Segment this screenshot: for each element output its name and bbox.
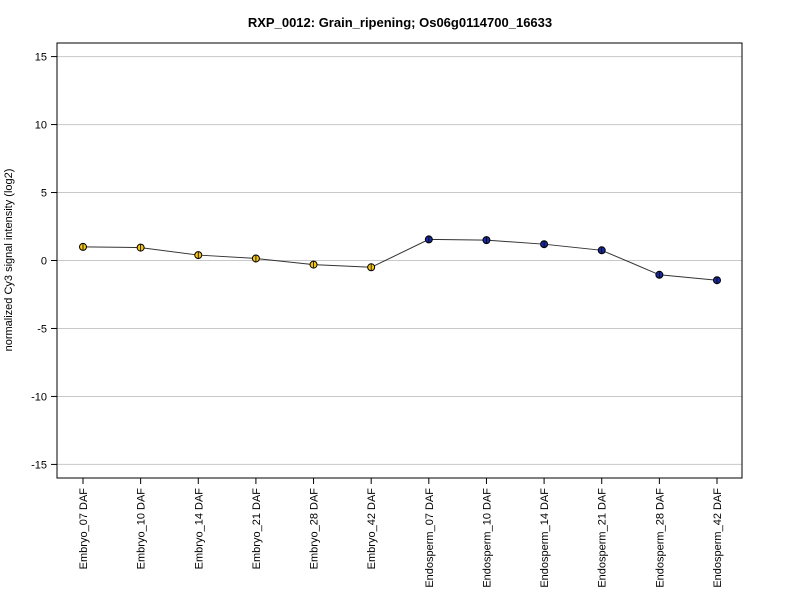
y-tick-label: 15 — [35, 52, 47, 64]
x-tick-label: Endosperm_21 DAF — [597, 488, 609, 588]
x-tick-label: Endosperm_10 DAF — [481, 488, 493, 588]
x-tick-label: Embryo_07 DAF — [78, 488, 90, 570]
x-tick-label: Embryo_21 DAF — [251, 488, 263, 570]
x-tick-label: Endosperm_28 DAF — [654, 488, 666, 588]
x-tick-label: Endosperm_42 DAF — [712, 488, 724, 588]
series-line — [82, 238, 718, 281]
x-tick-label: Embryo_28 DAF — [309, 488, 321, 570]
y-axis: -15 -10 -5 0 5 10 15 — [31, 52, 57, 471]
y-axis-label: normalized Cy3 signal intensity (log2) — [3, 169, 15, 352]
y-tick-label: 10 — [35, 120, 47, 132]
x-tick-label: Embryo_10 DAF — [136, 488, 148, 570]
x-tick-label: Embryo_14 DAF — [193, 488, 205, 570]
y-tick-label: -10 — [31, 391, 47, 403]
y-tick-label: -5 — [37, 323, 47, 335]
x-tick-label: Embryo_42 DAF — [366, 488, 378, 570]
y-tick-label: -15 — [31, 459, 47, 471]
y-tick-label: 5 — [41, 188, 47, 200]
y-tick-label: 0 — [41, 256, 47, 268]
x-tick-label: Endosperm_14 DAF — [539, 488, 551, 588]
x-tick-label: Endosperm_07 DAF — [424, 488, 436, 588]
chart-title: RXP_0012: Grain_ripening; Os06g0114700_1… — [248, 15, 552, 30]
grid — [57, 56, 742, 465]
series — [79, 235, 721, 285]
x-axis: Embryo_07 DAF Embryo_10 DAF Embryo_14 DAF E… — [78, 478, 724, 588]
